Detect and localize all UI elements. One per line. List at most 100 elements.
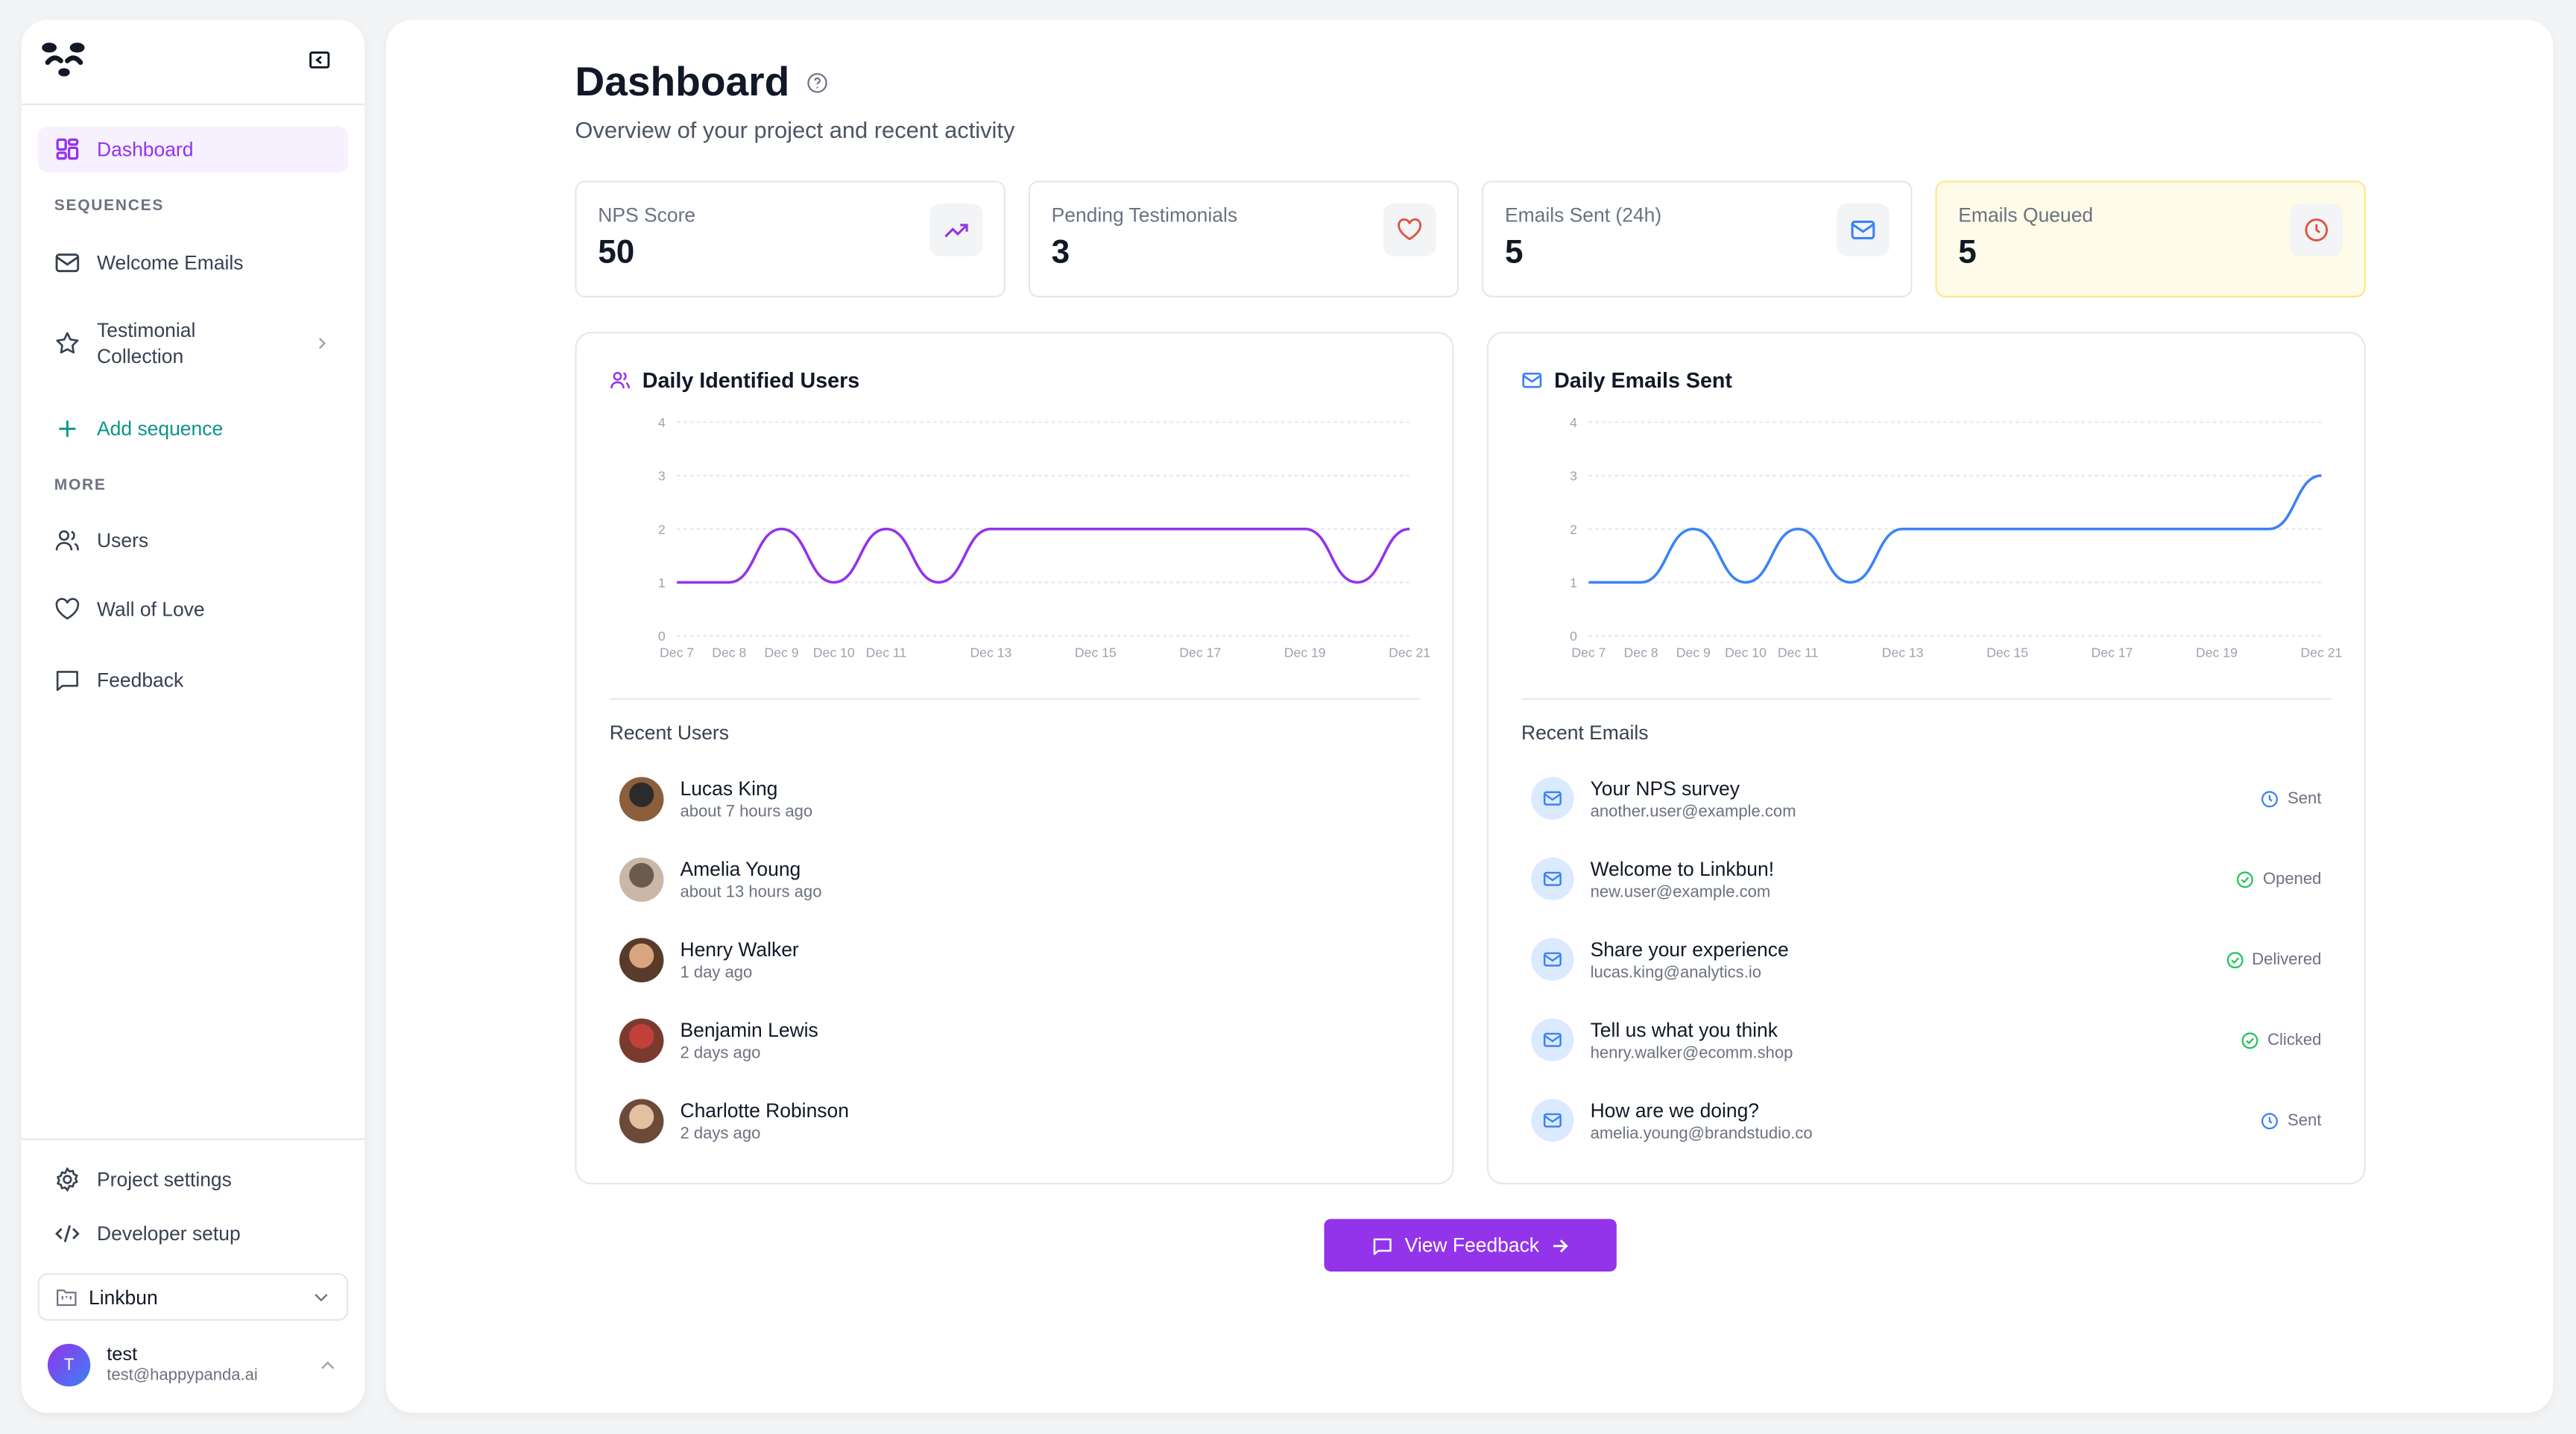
- email-recipient: lucas.king@analytics.io: [1590, 963, 1762, 982]
- data-point[interactable]: [1248, 524, 1257, 534]
- data-point[interactable]: [2159, 524, 2169, 534]
- help-circle-icon[interactable]: [806, 72, 827, 94]
- sidebar-item-project-settings[interactable]: Project settings: [38, 1165, 349, 1195]
- sidebar-item-developer-setup[interactable]: Developer setup: [38, 1219, 349, 1248]
- project-select[interactable]: Linkbun: [37, 1273, 349, 1321]
- project-select-value: Linkbun: [89, 1285, 158, 1309]
- email-list-item[interactable]: Welcome to Linkbun! new.user@example.com O…: [1521, 846, 2332, 912]
- message-square-icon: [1373, 1237, 1392, 1254]
- x-tick-label: Dec 15: [1986, 645, 2028, 660]
- email-list-item[interactable]: Your NPS survey another.user@example.com S…: [1521, 765, 2332, 831]
- data-point[interactable]: [881, 524, 891, 534]
- clock-icon: [2305, 218, 2329, 241]
- page-subtitle: Overview of your project and recent acti…: [575, 116, 1015, 143]
- stat-value: 3: [1051, 235, 1070, 271]
- email-subject: Share your experience: [1590, 937, 1789, 961]
- email-subject: Tell us what you think: [1590, 1017, 1778, 1041]
- y-tick-label: 3: [658, 469, 666, 484]
- chevron-right-icon[interactable]: [315, 337, 329, 350]
- data-point[interactable]: [672, 578, 681, 587]
- email-list-item[interactable]: Tell us what you think henry.walker@ecomm…: [1521, 1007, 2332, 1073]
- user-list-item[interactable]: Benjamin Lewis 2 days ago: [610, 1007, 1420, 1073]
- email-subject: Your NPS survey: [1590, 776, 1740, 800]
- data-point[interactable]: [1793, 524, 1803, 534]
- data-point[interactable]: [2212, 524, 2221, 534]
- data-point[interactable]: [1405, 524, 1415, 534]
- user-list-item[interactable]: Charlotte Robinson 2 days ago: [610, 1087, 1420, 1153]
- chart-title: Daily Identified Users: [642, 367, 860, 393]
- data-point[interactable]: [1846, 578, 1855, 587]
- panda-logo[interactable]: [41, 41, 87, 80]
- y-tick-label: 0: [658, 629, 666, 644]
- data-point[interactable]: [1636, 578, 1646, 587]
- add-sequence-button[interactable]: Add sequence: [38, 414, 349, 443]
- mail-icon: [1543, 1032, 1562, 1047]
- email-status-label: Sent: [2288, 1111, 2322, 1130]
- sidebar-header: [21, 19, 365, 106]
- data-point[interactable]: [986, 524, 996, 534]
- user-list-item[interactable]: Henry Walker 1 day ago: [610, 926, 1420, 992]
- data-point[interactable]: [1143, 524, 1152, 534]
- recent-users-title: Recent Users: [609, 721, 729, 745]
- data-point[interactable]: [724, 578, 734, 587]
- data-point[interactable]: [1950, 524, 1960, 534]
- user-email: test@happypanda.ai: [107, 1366, 258, 1386]
- data-point[interactable]: [1584, 578, 1594, 587]
- collapse-sidebar-icon[interactable]: [309, 51, 330, 69]
- sidebar-item-dashboard[interactable]: Dashboard: [37, 126, 349, 173]
- sidebar-divider: [21, 1138, 365, 1140]
- gear-icon: [56, 1166, 78, 1193]
- sidebar-item-feedback[interactable]: Feedback: [38, 666, 349, 695]
- y-tick-label: 4: [658, 415, 666, 430]
- data-point[interactable]: [777, 524, 786, 534]
- folder-icon: [57, 1289, 77, 1307]
- user-list-item[interactable]: Amelia Young about 13 hours ago: [610, 846, 1420, 912]
- sidebar-item-wall-of-love[interactable]: Wall of Love: [38, 595, 349, 625]
- mail-icon: [1543, 791, 1562, 806]
- daily-emails-sent-chart: 0 1 2 3 4 Dec 7 Dec 8 Dec 9 Dec 10 Dec 11 Dec 13 De…: [1570, 415, 2342, 660]
- sidebar-item-users[interactable]: Users: [38, 525, 349, 555]
- data-point[interactable]: [1740, 578, 1750, 587]
- stat-value: 5: [1958, 235, 1977, 271]
- data-point[interactable]: [2264, 524, 2274, 534]
- series-line: [1588, 474, 2322, 584]
- data-point[interactable]: [1352, 578, 1362, 587]
- trending-up-icon: [944, 224, 968, 238]
- data-point[interactable]: [1038, 524, 1048, 534]
- data-point[interactable]: [1090, 524, 1100, 534]
- add-sequence-label: Add sequence: [97, 417, 224, 440]
- user-name: Henry Walker: [680, 937, 799, 961]
- avatar: [619, 937, 664, 982]
- section-title-more: MORE: [54, 476, 107, 495]
- x-tick-label: Dec 7: [1571, 645, 1606, 660]
- data-point[interactable]: [1300, 524, 1310, 534]
- stat-card-emails-sent: Emails Sent (24h) 5: [1482, 180, 1913, 297]
- mail-icon: [1543, 871, 1562, 886]
- heart-icon: [55, 598, 80, 620]
- user-name: Lucas King: [680, 776, 778, 800]
- user-menu[interactable]: T test test@happypanda.ai: [38, 1337, 349, 1393]
- data-point[interactable]: [2317, 470, 2326, 480]
- email-list-item[interactable]: Share your experience lucas.king@analytic…: [1521, 926, 2332, 992]
- user-list-item[interactable]: Lucas King about 7 hours ago: [610, 765, 1420, 831]
- user-name: Benjamin Lewis: [680, 1017, 818, 1041]
- sidebar-item-testimonial-collection[interactable]: Testimonial Collection: [38, 317, 349, 370]
- data-point[interactable]: [2002, 524, 2012, 534]
- x-tick-label: Dec 13: [1882, 645, 1924, 660]
- x-tick-label: Dec 7: [660, 645, 694, 660]
- mail-icon: [1543, 952, 1562, 967]
- email-list-item[interactable]: How are we doing? amelia.young@brandstudi…: [1521, 1087, 2332, 1153]
- view-feedback-button[interactable]: View Feedback: [1324, 1219, 1617, 1272]
- chevron-down-icon: [315, 1292, 328, 1301]
- sidebar-item-welcome-emails[interactable]: Welcome Emails: [38, 248, 349, 278]
- data-point[interactable]: [2055, 524, 2065, 534]
- data-point[interactable]: [1898, 524, 1907, 534]
- data-point[interactable]: [829, 578, 839, 587]
- sidebar-item-label: Developer setup: [97, 1222, 241, 1245]
- view-feedback-label: View Feedback: [1404, 1234, 1540, 1257]
- y-tick-label: 2: [658, 522, 666, 537]
- data-point[interactable]: [1688, 524, 1698, 534]
- data-point[interactable]: [1196, 524, 1205, 534]
- data-point[interactable]: [2107, 524, 2117, 534]
- data-point[interactable]: [934, 578, 944, 587]
